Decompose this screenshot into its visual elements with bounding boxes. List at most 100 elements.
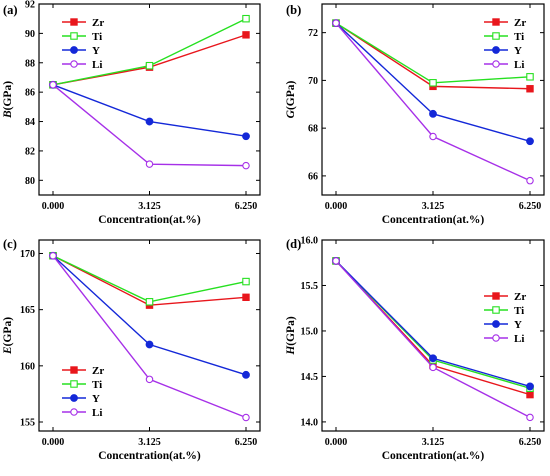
data-point-li [242, 413, 250, 422]
x-tick-label: 6.250 [235, 437, 258, 448]
data-point-zr [526, 85, 534, 93]
x-tick-label: 0.000 [42, 201, 65, 212]
data-point-li [526, 176, 534, 185]
data-point-y [242, 132, 250, 141]
x-tick-label: 6.250 [519, 201, 542, 212]
legend-label-zr: Zr [92, 17, 104, 29]
y-tick-label: 72 [308, 28, 318, 39]
data-point-li [526, 413, 534, 422]
legend-label-ti: Ti [514, 31, 524, 43]
legend-marker-li [70, 60, 78, 68]
legend-label-li: Li [92, 407, 102, 419]
series-line-li [52, 255, 247, 419]
panel-label: (c) [3, 237, 17, 251]
x-tick-label: 6.250 [235, 201, 258, 212]
y-tick-label: 90 [25, 29, 35, 40]
legend-label-ti: Ti [514, 305, 524, 317]
y-axis-unit: (GPa) [2, 81, 14, 111]
data-point-y [242, 370, 250, 379]
data-point-ti [145, 298, 154, 306]
data-point-li [429, 363, 437, 372]
legend-label-zr: Zr [92, 365, 104, 377]
data-point-y [526, 137, 534, 146]
y-tick-label: 70 [308, 76, 318, 87]
plot-frame [321, 3, 545, 196]
plot-frame [38, 239, 261, 432]
plot-frame [321, 239, 545, 432]
y-tick-label: 165 [20, 305, 35, 316]
legend-label-y: Y [514, 45, 522, 57]
legend-marker-zr [492, 18, 500, 26]
y-tick-label: 86 [25, 88, 35, 99]
data-point-li [49, 251, 57, 260]
panel-a: (a) 0.000 3.125 6.250 80 82 84 86 88 90 92 Concentr… [2, 0, 261, 226]
legend-marker-y [70, 46, 78, 54]
series-line-li [335, 22, 531, 182]
y-tick-label: 15.5 [301, 281, 319, 292]
data-point-li [145, 375, 154, 384]
data-point-ti [145, 61, 154, 70]
legend-label-zr: Zr [514, 17, 526, 29]
data-point-li [145, 160, 154, 168]
y-tick-label: 68 [308, 124, 318, 135]
y-tick-label: 92 [25, 0, 35, 11]
legend-marker-ti [492, 306, 500, 314]
y-tick-label: 80 [25, 176, 35, 187]
x-tick-label: 3.125 [422, 201, 445, 212]
legend: Zr Ti Y Li [62, 365, 104, 419]
legend-label-li: Li [514, 59, 524, 71]
legend-label-li: Li [92, 59, 102, 71]
series-line-ti [335, 22, 531, 84]
data-point-ti [526, 73, 534, 81]
legend-marker-y [492, 320, 500, 328]
legend-label-ti: Ti [92, 379, 102, 391]
legend: Zr Ti Y Li [484, 291, 526, 345]
legend-label-li: Li [514, 333, 524, 345]
legend-marker-y [492, 46, 500, 54]
panel-label: (a) [3, 3, 18, 17]
y-axis-symbol: G [285, 109, 297, 118]
y-tick-label: 88 [25, 58, 35, 69]
y-tick-label: 14.0 [301, 417, 319, 428]
series-line-zr [52, 255, 247, 306]
legend-marker-y [70, 394, 78, 402]
y-axis-label: E(GPa) [2, 317, 14, 355]
panel-label: (b) [286, 3, 301, 17]
x-axis-label: Concentration(at.%) [98, 450, 201, 462]
data-point-zr [242, 293, 250, 302]
x-tick-label: 3.125 [138, 201, 161, 212]
data-point-y [429, 354, 437, 363]
data-point-li [332, 19, 340, 27]
x-axis-label: Concentration(at.%) [382, 450, 485, 462]
legend-label-zr: Zr [514, 291, 526, 303]
data-point-zr [526, 390, 534, 399]
panel-label: (d) [286, 237, 301, 251]
y-axis-symbol: H [285, 345, 297, 356]
legend-marker-zr [492, 292, 500, 300]
y-tick-label: 14.5 [301, 372, 319, 383]
x-tick-label: 3.125 [422, 437, 445, 448]
x-tick-label: 0.000 [325, 437, 348, 448]
legend-label-y: Y [92, 45, 100, 57]
legend-marker-zr [70, 18, 78, 26]
x-axis-label: Concentration(at.%) [98, 214, 201, 226]
legend-marker-ti [70, 380, 78, 388]
y-axis-label: B(GPa) [2, 81, 14, 119]
y-axis-unit: (GPa) [285, 316, 297, 346]
x-tick-label: 3.125 [138, 437, 161, 448]
data-point-y [429, 109, 437, 118]
data-point-ti [242, 14, 250, 23]
y-tick-label: 160 [20, 361, 35, 372]
legend-marker-ti [70, 32, 78, 40]
legend-label-y: Y [514, 319, 522, 331]
data-point-y [145, 117, 154, 126]
series-line-ti [52, 255, 247, 303]
y-tick-label: 15.0 [301, 326, 319, 337]
y-tick-label: 84 [25, 117, 35, 128]
data-point-y [145, 340, 154, 349]
series-line-zr [335, 260, 531, 396]
legend-label-y: Y [92, 393, 100, 405]
legend: Zr Ti Y Li [484, 17, 526, 71]
legend-marker-li [492, 60, 500, 68]
